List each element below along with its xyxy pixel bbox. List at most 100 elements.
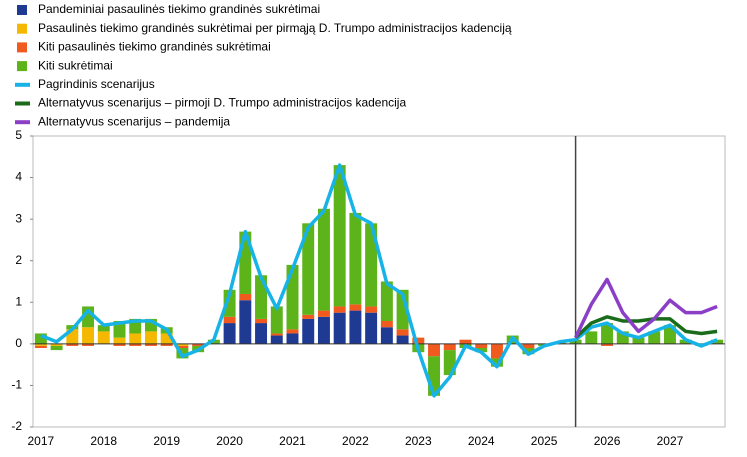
bar — [66, 343, 79, 346]
bar — [270, 333, 283, 336]
bar — [113, 337, 126, 344]
bar — [270, 335, 283, 344]
bar — [34, 333, 47, 344]
bar — [490, 343, 503, 359]
bar — [601, 323, 614, 344]
x-tick-label: 2021 — [279, 434, 306, 448]
bar — [443, 350, 456, 376]
bar — [302, 318, 315, 344]
bar — [380, 281, 393, 321]
bar — [144, 318, 157, 332]
legend-label: Pasaulinės tiekimo grandinės sukrėtimai … — [38, 21, 512, 35]
bar — [286, 333, 299, 344]
legend-label: Alternatyvus scenarijus – pirmoji D. Tru… — [38, 96, 406, 110]
bar — [380, 327, 393, 344]
bar — [223, 323, 236, 344]
bar — [428, 356, 441, 396]
bar — [255, 275, 268, 319]
bar — [317, 310, 330, 317]
x-tick-label: 2026 — [594, 434, 621, 448]
bar — [129, 343, 142, 346]
bar — [270, 306, 283, 334]
bar — [223, 289, 236, 317]
bar — [648, 331, 661, 344]
bar — [475, 348, 488, 353]
bar — [286, 264, 299, 330]
x-tick-label: 2019 — [153, 434, 180, 448]
y-tick-label: 3 — [15, 211, 22, 225]
bar — [396, 329, 409, 336]
line-series — [40, 163, 718, 398]
bar — [239, 300, 252, 344]
bar — [192, 343, 205, 346]
bar — [144, 331, 157, 344]
legend-swatch — [17, 61, 27, 72]
bar — [380, 320, 393, 328]
bar — [365, 223, 378, 307]
x-tick-label: 2020 — [216, 434, 243, 448]
bar — [113, 320, 126, 338]
bar — [632, 337, 645, 344]
x-tick-label: 2025 — [531, 434, 558, 448]
bar — [522, 343, 535, 349]
bar — [255, 323, 268, 344]
bar — [82, 343, 95, 346]
y-tick-label: -2 — [11, 419, 22, 433]
bar — [475, 343, 488, 349]
y-tick-label: 4 — [15, 170, 22, 184]
bar — [443, 343, 456, 351]
y-tick-label: 0 — [15, 336, 22, 350]
bar — [97, 325, 110, 332]
bar — [302, 314, 315, 319]
legend-label: Kiti pasaulinės tiekimo grandinės sukrėt… — [38, 40, 271, 54]
x-tick-label: 2027 — [657, 434, 684, 448]
bar — [365, 312, 378, 344]
bar — [223, 316, 236, 324]
bar — [239, 293, 252, 301]
line-series — [574, 315, 718, 339]
legend-swatch — [17, 5, 27, 15]
x-tick-label: 2023 — [405, 434, 432, 448]
bar — [679, 339, 692, 344]
bar — [129, 318, 142, 334]
bar — [255, 318, 268, 324]
bar — [97, 331, 110, 344]
bar — [66, 329, 79, 344]
bar — [129, 333, 142, 344]
bar — [176, 343, 189, 346]
bar — [144, 343, 157, 346]
legend-label: Pandeminiai pasaulinės tiekimo grandinės… — [38, 2, 320, 16]
bar — [490, 358, 503, 367]
bar — [459, 339, 472, 344]
x-tick-label: 2024 — [468, 434, 495, 448]
bar — [663, 325, 676, 344]
bar — [365, 306, 378, 313]
bar — [50, 345, 63, 351]
bar — [349, 304, 362, 311]
bar — [396, 289, 409, 330]
bar — [82, 327, 95, 344]
bar — [428, 343, 441, 357]
y-tick-label: 2 — [15, 253, 22, 267]
bar — [616, 331, 629, 344]
x-tick-label: 2017 — [28, 434, 55, 448]
bar — [113, 343, 126, 346]
x-tick-label: 2018 — [90, 434, 117, 448]
legend-label: Kiti sukrėtimai — [38, 58, 113, 72]
bar — [601, 343, 614, 346]
bar — [82, 306, 95, 328]
bar — [333, 306, 346, 313]
bar — [239, 231, 252, 294]
bar — [396, 335, 409, 344]
bar — [412, 337, 425, 344]
bar — [34, 345, 47, 349]
bar — [302, 223, 315, 315]
bar — [333, 312, 346, 344]
bar — [585, 331, 598, 344]
bar — [160, 343, 173, 346]
legend-label: Alternatyvus scenarijus – pandemija — [38, 114, 230, 128]
bar — [34, 343, 47, 346]
bar — [522, 348, 535, 355]
y-tick-label: 5 — [15, 128, 22, 142]
